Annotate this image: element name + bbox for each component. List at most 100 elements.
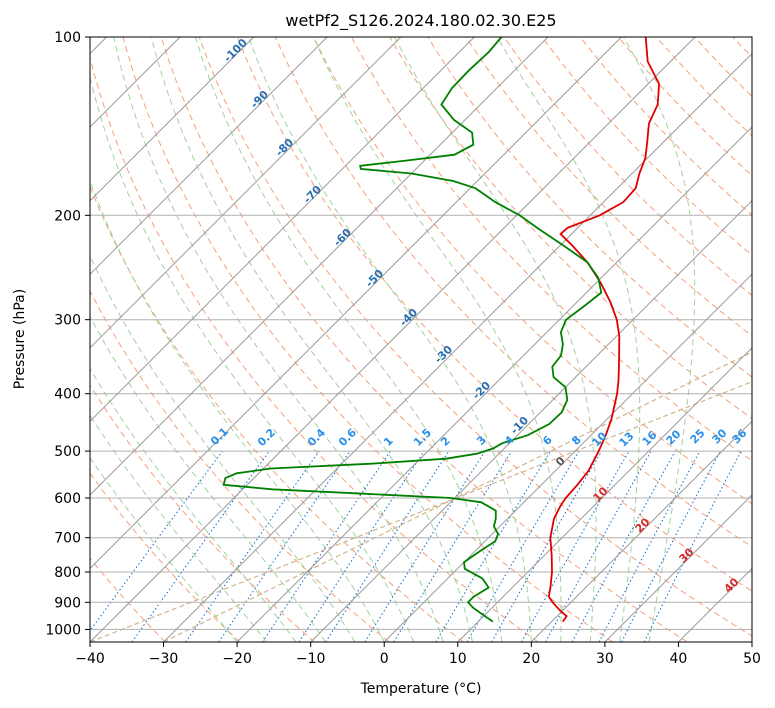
moist-adiabat [90, 254, 356, 642]
x-axis-label: Temperature (°C) [360, 681, 482, 697]
dry-adiabat [274, 37, 752, 548]
mixing-ratio-label: 13 [617, 430, 637, 450]
moist-adiabat [90, 315, 326, 642]
reference-curve [90, 381, 752, 642]
dry-adiabat [90, 185, 464, 642]
moist-adiabat-label: -100 [221, 36, 250, 65]
moist-adiabat-label: -80 [273, 136, 296, 159]
moist-adiabat-label: -10 [508, 414, 531, 437]
mixing-ratio-label: 30 [710, 426, 730, 446]
x-tick-label: −40 [75, 651, 105, 667]
dry-adiabat [389, 37, 752, 420]
dry-adiabat-label: 0 [553, 454, 568, 469]
moist-adiabat [496, 37, 641, 642]
dry-adiabat [732, 37, 752, 58]
mixing-ratio-label: 0.1 [208, 425, 231, 448]
dry-adiabat [122, 37, 613, 642]
mixing-ratio-line [364, 450, 486, 642]
profile-lines [222, 37, 661, 623]
mixing-ratio-line [90, 450, 223, 632]
chart-title: wetPf2_S126.2024.180.02.30.E25 [285, 11, 556, 31]
isotherm-line [90, 37, 696, 642]
moist-adiabat [194, 37, 503, 642]
y-tick-label: 1000 [45, 622, 81, 638]
isotherm-line [530, 420, 752, 642]
mixing-ratio-line [598, 450, 701, 642]
x-tick-label: 20 [522, 651, 540, 667]
moist-adiabat [150, 37, 473, 642]
dry-adiabat [541, 37, 752, 256]
dry-adiabat [656, 37, 752, 137]
dry-adiabat [90, 55, 539, 642]
moist-adiabat [90, 367, 297, 642]
y-axis-label: Pressure (hPa) [12, 289, 28, 389]
mixing-ratio-line [545, 450, 652, 642]
moist-adiabat [623, 37, 696, 642]
mixing-ratio-label: 3 [474, 433, 489, 448]
mixing-ratio-label: 20 [664, 427, 684, 447]
dewpoint-profile [222, 37, 603, 623]
dry-adiabat [465, 37, 752, 337]
dry-adiabat [198, 37, 752, 637]
isotherm-line [90, 37, 622, 570]
isotherm-line [163, 52, 752, 642]
mixing-ratio-label: 2 [438, 434, 453, 449]
y-axis: 100 200 300 400 500 600 700 800 900 1000 [45, 30, 90, 638]
y-tick-label: 900 [54, 595, 81, 611]
x-tick-label: 50 [743, 651, 761, 667]
moist-adiabat [113, 37, 444, 642]
moist-adiabat-label: -20 [470, 379, 493, 402]
moist-adiabat [90, 456, 238, 642]
dry-adiabat-label: 20 [633, 515, 653, 535]
x-tick-label: 0 [380, 651, 389, 667]
mixing-ratio-line [643, 450, 742, 642]
reference-curve [163, 351, 752, 642]
moist-adiabat [248, 37, 532, 642]
dry-adiabat [90, 384, 315, 642]
dry-adiabat [160, 37, 688, 642]
dry-adiabat [90, 290, 390, 642]
moist-adiabat-label: -60 [331, 226, 354, 249]
mixing-ratio-line [218, 450, 351, 642]
y-tick-label: 300 [54, 313, 81, 329]
y-tick-label: 400 [54, 387, 81, 403]
moist-adiabat-label: -90 [248, 88, 271, 111]
moist-adiabat-label: -50 [363, 267, 386, 290]
x-tick-label: 40 [670, 651, 688, 667]
isotherm-line [236, 126, 752, 642]
mixing-ratio-line [185, 450, 320, 642]
isotherm-line [90, 37, 328, 275]
dry-adiabat [427, 37, 752, 378]
mixing-ratio-label: 1 [381, 434, 396, 449]
mixing-ratio-line [521, 450, 630, 642]
isotherm-line [310, 199, 752, 642]
x-tick-label: 30 [596, 651, 614, 667]
isotherm-line [90, 37, 402, 349]
mixing-ratio-line [435, 450, 551, 642]
dry-adiabat [617, 37, 752, 176]
x-tick-label: 10 [449, 651, 467, 667]
x-tick-label: −20 [222, 651, 252, 667]
mixing-ratio-label: 36 [730, 426, 750, 446]
dry-adiabat [503, 37, 752, 296]
mixing-ratio-line [466, 450, 580, 642]
mixing-ratio-label: 0.4 [305, 426, 328, 449]
dry-adiabat [90, 472, 241, 642]
isotherm-line [90, 37, 475, 423]
isotherm-line [90, 37, 255, 202]
dry-adiabat [313, 37, 752, 505]
mixing-ratio-line [393, 450, 513, 642]
mixing-ratio-label: 25 [688, 427, 708, 447]
y-tick-label: 500 [54, 444, 81, 460]
mixing-ratio-line [571, 450, 676, 642]
mixing-ratio-label: 6 [540, 433, 555, 448]
moist-adiabat-label: -40 [397, 306, 420, 329]
isotherm-line [457, 347, 752, 642]
dry-adiabat-label: 30 [677, 545, 697, 565]
moist-adiabat-label: -30 [432, 343, 455, 366]
dry-adiabat [694, 37, 752, 98]
isotherm-line [90, 37, 549, 496]
isotherm-line [751, 641, 752, 642]
mixing-ratio-line [325, 450, 450, 642]
moist-adiabat [313, 37, 562, 642]
